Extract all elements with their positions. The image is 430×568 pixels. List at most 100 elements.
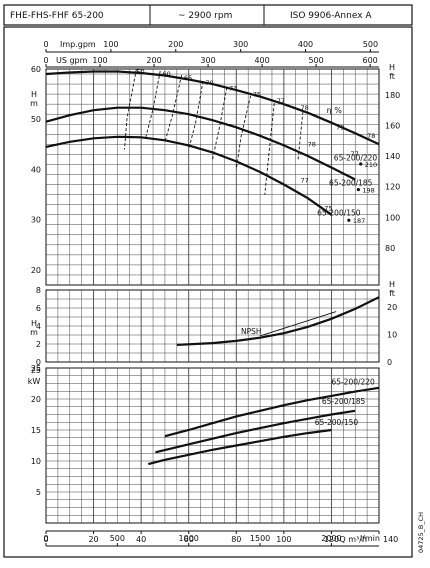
npsh-y-right-title-ft: ft — [389, 289, 395, 298]
curve-diameter-dot — [356, 187, 360, 192]
npsh-y-left-tick: 2 — [36, 340, 41, 349]
efficiency-isoline — [264, 103, 275, 195]
head-curve-220 — [45, 70, 380, 146]
npsh-curve — [176, 296, 380, 346]
bottom-axis-lmin-label: 0 — [43, 534, 48, 543]
top-axis-us-label: 0 — [43, 56, 48, 65]
power-y-left-top-tick: 25 — [31, 366, 41, 375]
efficiency-title: η % — [327, 106, 343, 115]
head-y-left-tick: 40 — [31, 165, 41, 174]
efficiency-label: 50 — [136, 68, 144, 76]
npsh-y-left-tick: 8 — [36, 286, 41, 295]
bottom-axis-m3h-label: 60 — [184, 535, 194, 544]
header-model: FHE-FHS-FHF 65-200 — [10, 11, 104, 21]
npsh-label: NPSH — [241, 327, 262, 336]
grid-layer — [45, 49, 380, 547]
curve-diameter-dot — [359, 162, 363, 166]
npsh-y-left-tick: 0 — [36, 358, 41, 367]
efficiency-label: 77 — [301, 177, 309, 185]
curve-diameter-label: 210 — [365, 161, 377, 169]
header: FHE-FHS-FHF 65-200 ~ 2900 rpm ISO 9906-A… — [3, 4, 413, 26]
efficiency-label: 79 — [336, 123, 344, 131]
head-y-right-tick: 140 — [385, 152, 400, 161]
power-curve-label-1: 65-200/185 — [322, 397, 366, 406]
top-axis-us-label: 600 — [362, 56, 377, 65]
bottom-axis-lmin-title: l/min — [360, 534, 380, 543]
efficiency-label: 77 — [350, 150, 358, 158]
header-standard: ISO 9906-Annex A — [290, 11, 372, 21]
curve-diameter-label: 187 — [353, 217, 365, 225]
curve-label-2: 65-200/150 — [317, 209, 361, 218]
top-axis-imp-title: Imp.gpm — [60, 40, 96, 49]
efficiency-label: 75 — [253, 91, 261, 99]
bottom-axis-lmin-label: 500 — [110, 534, 125, 543]
top-axis-us-label: 500 — [308, 56, 323, 65]
npsh-y-right-title-h: H — [389, 280, 395, 289]
efficiency-isoline — [297, 111, 304, 160]
power-curve-label-0: 65-200/220 — [331, 378, 375, 387]
efficiency-label: 60 — [163, 70, 171, 78]
bottom-axis-m3h-label: 120 — [324, 535, 339, 544]
head-y-left-tick: 20 — [31, 266, 41, 275]
efficiency-isoline — [188, 81, 204, 150]
power-curve-220 — [164, 386, 380, 438]
npsh-y-left-title-m: m — [30, 328, 38, 337]
bottom-axis-m3h-label: 40 — [136, 535, 146, 544]
head-y-left-title-m: m — [30, 99, 38, 108]
efficiency-isoline — [124, 68, 137, 150]
power-y-left-tick: 5 — [36, 488, 41, 497]
curve-label-1: 65-200/185 — [329, 179, 373, 188]
power-y-left-tick: 25 — [31, 364, 41, 373]
header-speed: ~ 2900 rpm — [178, 11, 232, 21]
top-axis-imp-label: 400 — [298, 40, 313, 49]
chart-frame — [3, 26, 413, 558]
npsh-y-left-tick: 4 — [36, 322, 41, 331]
power-curve-185 — [155, 409, 356, 454]
head-y-left-title-h: H — [31, 90, 37, 99]
top-axis-us-label: 400 — [254, 56, 269, 65]
efficiency-isoline — [212, 87, 228, 160]
npsh-y-right-tick: 10 — [387, 331, 397, 340]
bottom-axis-m3h-title: Q m³/h — [339, 535, 367, 544]
power-y-left-tick: 15 — [31, 426, 41, 435]
top-axis-imp-label: 200 — [168, 40, 183, 49]
efficiency-isoline — [235, 95, 252, 170]
top-axis-us-title: US gpm — [56, 56, 88, 65]
npsh-y-left-title-h: H — [31, 319, 37, 328]
head-y-right-title-h: H — [389, 63, 395, 72]
head-y-right-title-ft: ft — [389, 72, 395, 81]
npsh-y-right-tick: 20 — [387, 303, 397, 312]
head-curve-150 — [45, 135, 333, 216]
power-y-left-tick: 10 — [31, 457, 41, 466]
bottom-axis-m3h-label: 140 — [383, 535, 398, 544]
power-y-left-title: kW — [28, 377, 41, 386]
top-axis-imp-label: 0 — [43, 40, 48, 49]
efficiency-label: 65 — [184, 74, 192, 82]
npsh-y-right-tick: 0 — [387, 358, 392, 367]
curve-diameter-label: 198 — [362, 187, 374, 195]
head-y-right-tick: 80 — [385, 244, 395, 253]
head-y-right-tick: 160 — [385, 121, 400, 130]
top-axis-imp-label: 100 — [103, 40, 118, 49]
bottom-axis-lmin-label: 1500 — [250, 534, 270, 543]
efficiency-label: 77 — [277, 97, 285, 105]
npsh-y-left-tick: 6 — [36, 304, 41, 313]
power-curve-label-2: 65-200/150 — [315, 418, 359, 427]
header-frame — [3, 4, 413, 26]
curve-label-0: 65-200/220 — [334, 153, 378, 162]
efficiency-isoline — [164, 74, 183, 142]
head-y-right-tick: 120 — [385, 183, 400, 192]
efficiency-label: 75 — [324, 205, 332, 213]
head-curve-185 — [45, 106, 356, 181]
top-axis-imp-label: 500 — [363, 40, 378, 49]
efficiency-label: 78 — [301, 104, 309, 112]
curves-layer — [45, 68, 380, 466]
power-curve-150 — [148, 428, 332, 466]
efficiency-isoline — [145, 70, 161, 137]
head-y-left-tick: 60 — [31, 65, 41, 74]
top-axis-imp-label: 300 — [233, 40, 248, 49]
efficiency-label: 78 — [308, 140, 316, 148]
bottom-axis-m3h-label: 80 — [231, 535, 241, 544]
